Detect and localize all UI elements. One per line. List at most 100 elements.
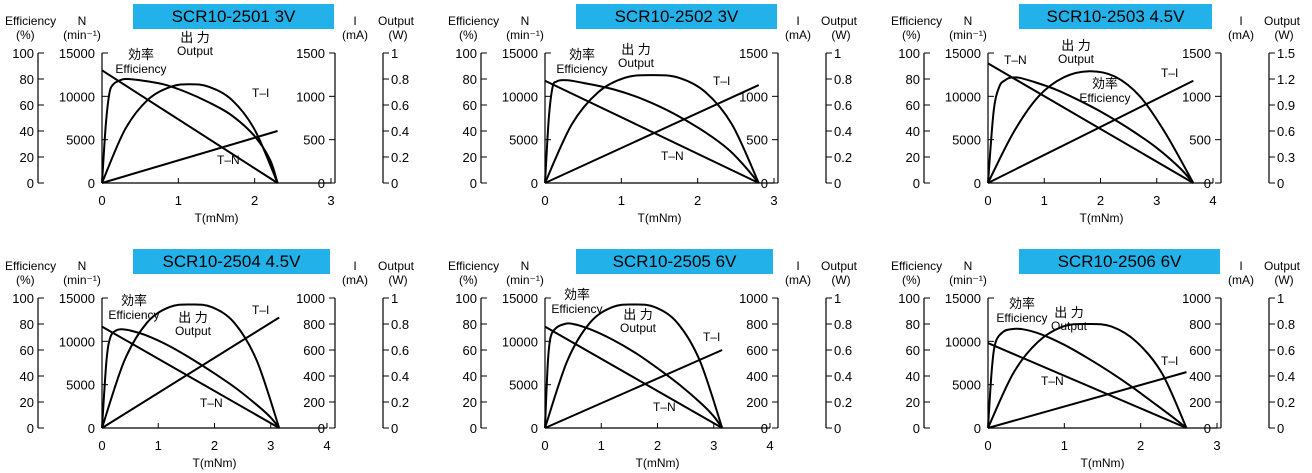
out-tick-label: 0.8 [391, 317, 409, 332]
out-tick-label: 1.2 [1277, 72, 1295, 87]
series-line-output [544, 74, 760, 184]
eff-tick-label: 100 [12, 291, 34, 306]
i-tick-label: 0 [1204, 176, 1211, 191]
n-tick-label: 10000 [502, 334, 538, 349]
x-tick-label: 0 [98, 438, 105, 453]
eff-tick-label: 40 [906, 369, 920, 384]
n-tick-label: 5000 [66, 133, 95, 148]
n-tick-label: 0 [531, 421, 538, 436]
i-tick-label: 500 [746, 133, 768, 148]
x-tick-label: 2 [1137, 438, 1144, 453]
n-tick-label: 5000 [66, 378, 95, 393]
i-tick-label: 0 [761, 176, 768, 191]
eff-tick-label: 60 [906, 343, 920, 358]
out-tick-label: 0 [834, 421, 841, 436]
n-tick-label: 0 [974, 421, 981, 436]
n-tick-label: 0 [974, 176, 981, 191]
title-banner [1019, 4, 1212, 29]
out-tick-label: 0.6 [1277, 124, 1295, 139]
title-banner [1019, 249, 1220, 274]
x-axis-label: T(mNm) [1081, 456, 1125, 470]
series-line-tn [544, 79, 760, 184]
title-banner [576, 249, 773, 274]
chart-panel: SCR10-2504 4.5VEfficiency(%)N(min⁻¹)I(mA… [5, 249, 415, 470]
out-tick-label: 0.8 [834, 317, 852, 332]
x-axis-label: T(mNm) [195, 211, 239, 225]
n-axis-header: N [78, 259, 87, 273]
efficiency-label: Efficiency [996, 311, 1047, 325]
series-line-tn [987, 62, 1194, 184]
out-axis-unit: (W) [388, 273, 407, 287]
out-tick-label: 0.2 [834, 150, 852, 165]
out-tick-label: 1 [391, 291, 398, 306]
i-tick-label: 1500 [739, 46, 768, 61]
x-tick-label: 0 [541, 193, 548, 208]
eff-tick-label: 60 [20, 343, 34, 358]
eff-axis-unit: (%) [459, 28, 478, 42]
i-axis-header: I [796, 14, 799, 28]
eff-tick-label: 0 [27, 176, 34, 191]
n-tick-label: 15000 [59, 46, 95, 61]
i-tick-label: 1500 [1182, 46, 1211, 61]
chart-title: SCR10-2502 3V [615, 7, 739, 26]
eff-tick-label: 0 [913, 176, 920, 191]
out-tick-label: 0.9 [1277, 98, 1295, 113]
output-jp-label: 出 力 [1061, 38, 1091, 53]
efficiency-label: Efficiency [115, 62, 166, 76]
eff-tick-label: 40 [20, 369, 34, 384]
x-tick-label: 3 [770, 193, 777, 208]
output-label: Output [177, 44, 214, 58]
chart-title: SCR10-2501 3V [172, 7, 296, 26]
eff-tick-label: 20 [463, 150, 477, 165]
output-label: Output [620, 321, 657, 335]
output-jp-label: 出 力 [178, 310, 208, 325]
i-tick-label: 600 [1189, 343, 1211, 358]
i-tick-label: 600 [303, 343, 325, 358]
x-tick-label: 1 [598, 438, 605, 453]
tn-label: T–N [1041, 374, 1064, 388]
i-axis-unit: (mA) [342, 273, 368, 287]
n-axis-unit: (min⁻¹) [63, 273, 101, 287]
ti-label: T–I [703, 330, 720, 344]
out-tick-label: 1 [1277, 291, 1284, 306]
efficiency-jp-label: 効率 [121, 293, 147, 308]
series-line-efficiency [101, 77, 279, 184]
out-tick-label: 0.8 [834, 72, 852, 87]
n-tick-label: 5000 [509, 133, 538, 148]
ti-label: T–I [252, 86, 269, 100]
eff-tick-label: 100 [455, 46, 477, 61]
out-tick-label: 0.8 [391, 72, 409, 87]
efficiency-label: Efficiency [556, 62, 607, 76]
x-tick-label: 2 [1097, 193, 1104, 208]
out-tick-label: 0.4 [834, 124, 852, 139]
out-tick-label: 1.5 [1277, 46, 1295, 61]
eff-tick-label: 60 [20, 98, 34, 113]
n-tick-label: 15000 [502, 291, 538, 306]
out-axis-header: Output [1264, 259, 1301, 273]
eff-tick-label: 40 [906, 124, 920, 139]
out-tick-label: 0 [391, 421, 398, 436]
i-axis-header: I [1239, 259, 1242, 273]
n-axis-header: N [78, 14, 87, 28]
eff-tick-label: 80 [20, 317, 34, 332]
eff-axis-unit: (%) [459, 273, 478, 287]
i-axis-header: I [1239, 14, 1242, 28]
eff-axis-unit: (%) [16, 28, 35, 42]
x-tick-label: 4 [323, 438, 330, 453]
i-tick-label: 1000 [739, 89, 768, 104]
x-tick-label: 4 [1209, 193, 1216, 208]
eff-tick-label: 20 [906, 150, 920, 165]
i-tick-label: 800 [303, 317, 325, 332]
x-tick-label: 2 [694, 193, 701, 208]
i-tick-label: 400 [746, 369, 768, 384]
n-axis-header: N [521, 14, 530, 28]
out-tick-label: 0 [1277, 421, 1284, 436]
out-tick-label: 0.6 [1277, 343, 1295, 358]
i-axis-header: I [353, 14, 356, 28]
series-line-efficiency [987, 76, 1195, 184]
chart-panel: SCR10-2506 6VEfficiency(%)N(min⁻¹)I(mA)O… [891, 249, 1301, 470]
i-tick-label: 200 [746, 395, 768, 410]
eff-tick-label: 80 [906, 72, 920, 87]
series-line-tn [544, 325, 723, 429]
efficiency-jp-label: 効率 [128, 47, 154, 62]
